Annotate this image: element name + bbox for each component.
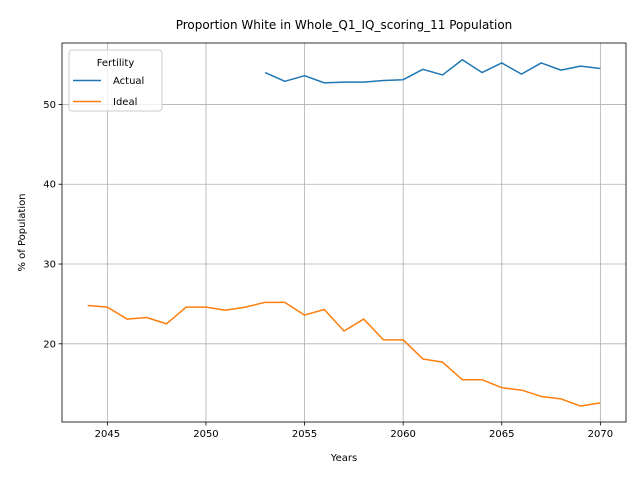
y-tick-label: 20: [43, 339, 56, 350]
y-axis-label: % of Population: [17, 193, 28, 271]
plot-area-frame: [61, 42, 627, 423]
x-axis-label: Years: [330, 453, 357, 464]
x-tick-label: 2050: [193, 429, 218, 440]
legend: Fertility Actual Ideal: [68, 49, 163, 112]
x-tick-label: 2070: [588, 429, 613, 440]
legend-box: [68, 49, 163, 112]
x-tick-label: 2055: [292, 429, 317, 440]
legend-label-actual: Actual: [113, 76, 144, 87]
grid-lines: [62, 43, 626, 422]
series-line-ideal: [87, 301, 601, 407]
axis-ticks: 2045 2050 2055 2060 2065 2070 20 30 40 50: [43, 100, 613, 440]
series-line-actual: [264, 59, 601, 84]
legend-title: Fertility: [97, 58, 135, 69]
x-tick-label: 2045: [95, 429, 120, 440]
y-tick-label: 30: [43, 260, 56, 271]
y-tick-label: 40: [43, 180, 56, 191]
chart-title: Proportion White in Whole_Q1_IQ_scoring_…: [176, 18, 513, 32]
legend-label-ideal: Ideal: [113, 97, 137, 108]
x-tick-label: 2060: [390, 429, 415, 440]
y-tick-label: 50: [43, 100, 56, 111]
x-tick-label: 2065: [489, 429, 514, 440]
series-layer: [87, 59, 601, 407]
